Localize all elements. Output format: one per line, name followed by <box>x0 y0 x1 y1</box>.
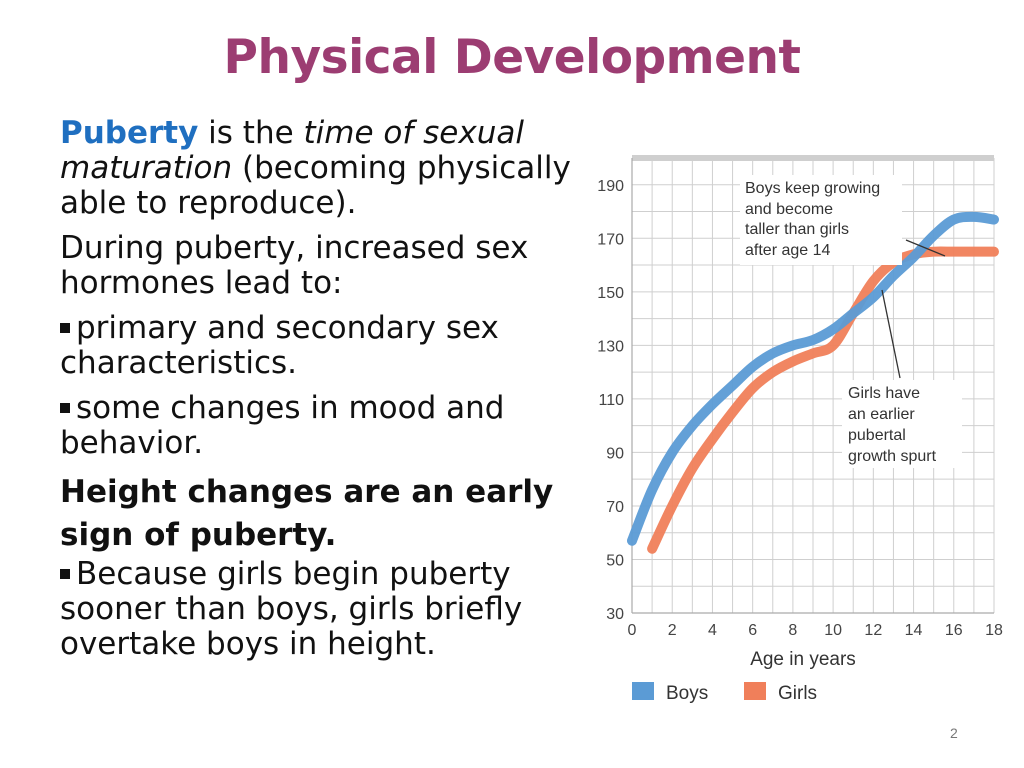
bullet-icon <box>60 323 70 333</box>
annotation-boys-bg <box>740 175 902 265</box>
annotation-girls-bg <box>842 380 962 468</box>
height-changes-heading: Height changes are an early sign of pube… <box>60 474 554 553</box>
bullet-text: some changes in mood and behavior. <box>60 390 505 461</box>
legend-label-boys: Boys <box>666 683 708 704</box>
y-tick-label: 170 <box>597 231 624 248</box>
tick-labels: 0 2 4 6 8 10 12 14 16 18 30 50 70 90 110 130 150 170 190 <box>597 178 1003 639</box>
annotation-boys-line: Boys keep growing <box>745 180 880 197</box>
hormones-paragraph: During puberty, increased sex hormones l… <box>60 230 529 301</box>
bullet-girls-overtake: Because girls begin puberty sooner than … <box>60 557 580 662</box>
y-tick-label: 30 <box>606 606 624 623</box>
x-tick-label: 12 <box>864 622 882 639</box>
y-tick-label: 50 <box>606 552 624 569</box>
definition-text-1: is the <box>198 115 304 151</box>
slide-title: Physical Development <box>223 30 801 85</box>
annotation-girls-line: growth spurt <box>848 448 937 465</box>
definition-text-2: (becoming physically able to reproduce). <box>60 150 571 221</box>
bullet-mood-behavior: some changes in mood and behavior. <box>60 391 580 461</box>
puberty-definition: Puberty is the time of sexual maturation… <box>60 116 580 221</box>
slide-body: Puberty is the time of sexual maturation… <box>60 116 580 672</box>
x-tick-label: 16 <box>945 622 963 639</box>
y-tick-label: 130 <box>597 338 624 355</box>
annotation-boys-pointer <box>905 239 946 257</box>
x-axis-label: Age in years <box>750 649 856 670</box>
annotation-girls-line: Girls have <box>848 385 920 402</box>
bullet-sex-characteristics: primary and secondary sex characteristic… <box>60 311 580 381</box>
bullet-icon <box>60 403 70 413</box>
y-tick-label: 110 <box>598 392 624 409</box>
annotation-girls-pointer <box>881 289 901 379</box>
annotation-girls-line: pubertal <box>848 427 906 444</box>
x-tick-label: 14 <box>905 622 923 639</box>
definition-italic: time of sexual maturation <box>60 115 524 186</box>
annotation-boys: Boys keep growing and become taller than… <box>740 175 946 265</box>
legend: Boys Girls <box>632 682 817 704</box>
annotation-boys-line: and become <box>745 201 833 218</box>
y-tick-label: 150 <box>597 285 624 302</box>
annotation-boys-line: after age 14 <box>745 242 831 259</box>
x-tick-label: 18 <box>985 622 1003 639</box>
series-line-boys <box>627 211 999 546</box>
x-tick-label: 2 <box>668 622 677 639</box>
annotation-girls: Girls have an earlier pubertal growth sp… <box>842 289 962 468</box>
x-tick-label: 6 <box>748 622 757 639</box>
annotation-boys-line: taller than girls <box>745 221 849 238</box>
legend-swatch-girls <box>744 682 766 700</box>
y-tick-label: 90 <box>606 445 624 462</box>
height-chart: 0 2 4 6 8 10 12 14 16 18 30 50 70 90 110 130 150 170 190 A… <box>597 155 1003 704</box>
x-tick-label: 0 <box>628 622 637 639</box>
page-number: 2 <box>950 725 958 741</box>
bullet-text: Because girls begin puberty sooner than … <box>60 556 523 662</box>
x-tick-label: 8 <box>788 622 797 639</box>
y-tick-label: 70 <box>606 499 624 516</box>
y-tick-label: 190 <box>597 178 624 195</box>
legend-label-girls: Girls <box>778 683 817 704</box>
x-tick-label: 10 <box>824 622 842 639</box>
annotation-girls-line: an earlier <box>848 406 915 423</box>
legend-swatch-boys <box>632 682 654 700</box>
bullet-icon <box>60 569 70 579</box>
puberty-term: Puberty <box>60 115 199 151</box>
x-tick-label: 4 <box>708 622 717 639</box>
bullet-text: primary and secondary sex characteristic… <box>60 310 499 381</box>
